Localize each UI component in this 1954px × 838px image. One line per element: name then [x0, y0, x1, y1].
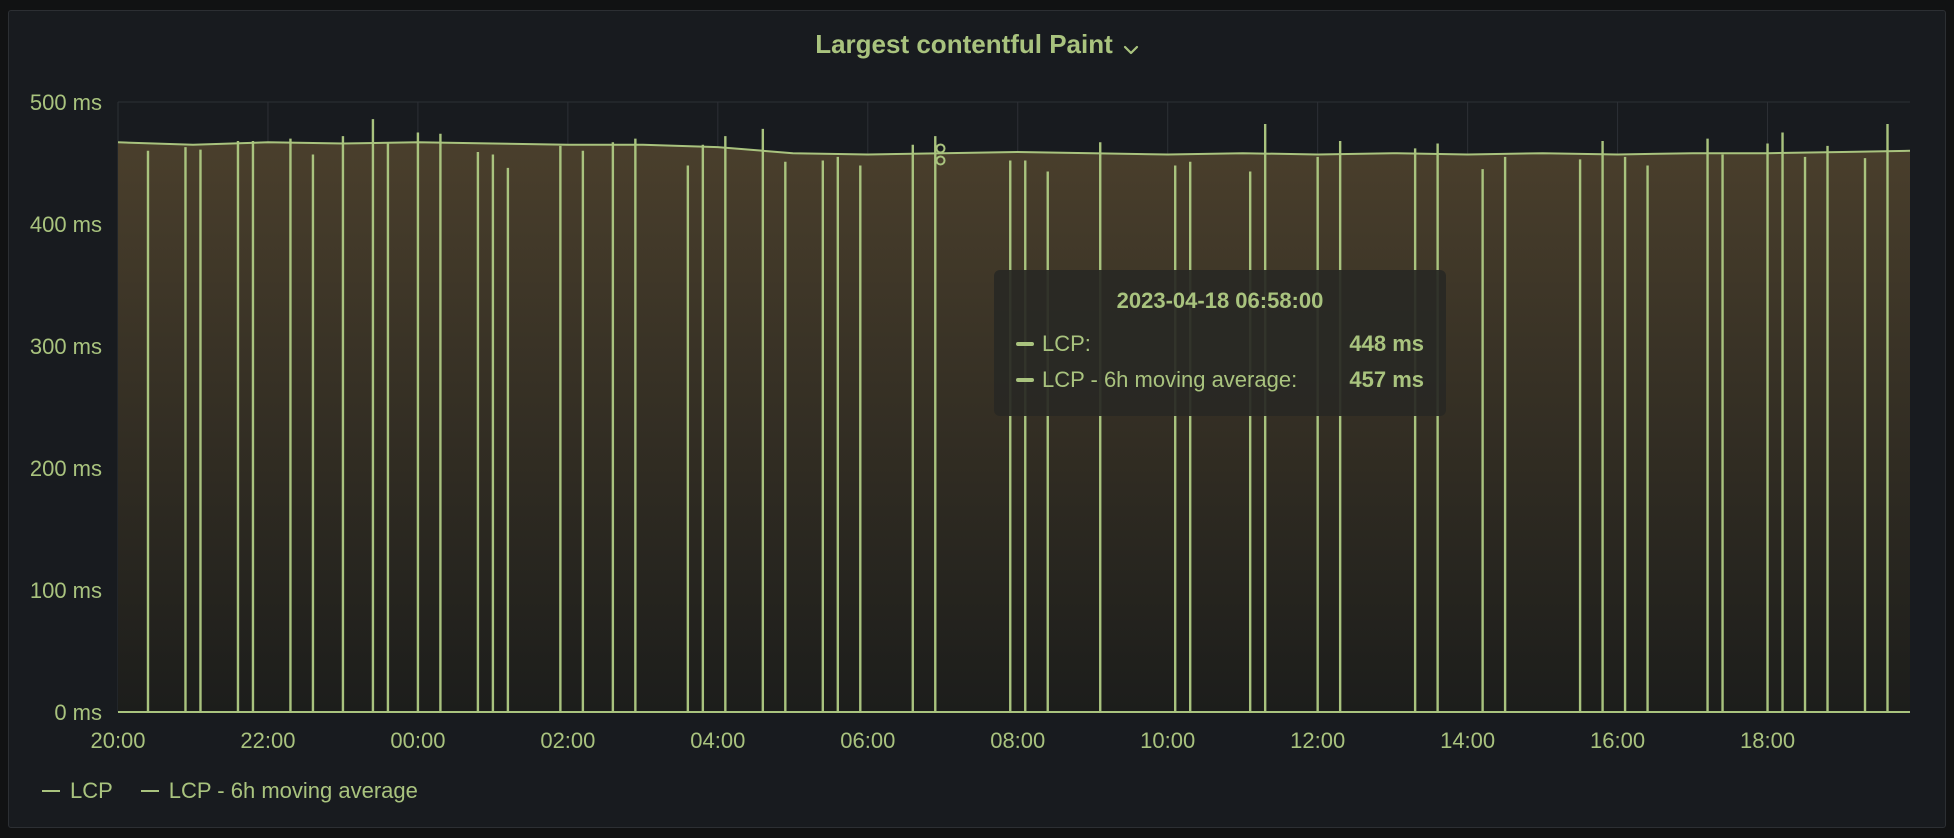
panel-title[interactable]: Largest contentful Paint: [815, 29, 1113, 59]
x-tick-label: 20:00: [90, 728, 145, 753]
x-tick-label: 06:00: [840, 728, 895, 753]
tooltip-series-name: LCP:: [1042, 331, 1091, 356]
hover-point: [935, 143, 946, 154]
x-tick-label: 10:00: [1140, 728, 1195, 753]
x-tick-label: 18:00: [1740, 728, 1795, 753]
legend-label: LCP - 6h moving average: [168, 778, 418, 803]
legend-label: LCP: [70, 778, 113, 803]
legend-swatch: [42, 790, 60, 792]
tooltip-swatch-lcp: [1016, 342, 1034, 346]
legend-item-moving-average[interactable]: LCP - 6h moving average: [140, 778, 418, 804]
area-fill: [118, 142, 1910, 713]
tooltip-series-value: 448 ms: [1349, 331, 1424, 356]
y-tick-label: 400 ms: [30, 212, 102, 237]
tooltip-row-lcp: LCP: 448 ms: [1016, 326, 1424, 362]
chevron-down-icon[interactable]: [1123, 31, 1139, 62]
legend-swatch: [140, 790, 159, 792]
y-tick-label: 100 ms: [30, 578, 102, 603]
tooltip-row-moving-average: LCP - 6h moving average: 457 ms: [1016, 362, 1424, 398]
x-tick-label: 04:00: [690, 728, 745, 753]
y-tick-label: 0 ms: [54, 700, 102, 725]
tooltip-series-name: LCP - 6h moving average:: [1042, 367, 1298, 392]
tooltip-timestamp: 2023-04-18 06:58:00: [1116, 288, 1324, 313]
x-tick-label: 12:00: [1290, 728, 1345, 753]
series-layer: [117, 119, 1911, 713]
x-tick-label: 08:00: [990, 728, 1045, 753]
chart-legend: LCP LCP - 6h moving average: [42, 778, 418, 804]
hover-point: [935, 155, 946, 166]
y-tick-label: 200 ms: [30, 456, 102, 481]
x-tick-label: 16:00: [1590, 728, 1645, 753]
axis-labels: 0 ms 100 ms 200 ms 300 ms 400 ms 500 ms 20:00 2…: [30, 90, 1795, 753]
x-tick-label: 02:00: [540, 728, 595, 753]
y-tick-label: 300 ms: [30, 334, 102, 359]
x-tick-label: 00:00: [390, 728, 445, 753]
tooltip-swatch-moving-average: [1016, 378, 1034, 382]
x-tick-label: 22:00: [240, 728, 295, 753]
legend-item-lcp[interactable]: LCP: [42, 778, 113, 804]
moving-average-area: [118, 142, 1910, 713]
y-tick-label: 500 ms: [30, 90, 102, 115]
panel-header[interactable]: Largest contentful Paint: [9, 29, 1945, 62]
hover-tooltip: 2023-04-18 06:58:00 LCP: 448 ms LCP - 6h…: [994, 270, 1446, 416]
x-tick-label: 14:00: [1440, 728, 1495, 753]
tooltip-series-value: 457 ms: [1349, 367, 1424, 392]
moving-average-line: [117, 141, 1911, 156]
